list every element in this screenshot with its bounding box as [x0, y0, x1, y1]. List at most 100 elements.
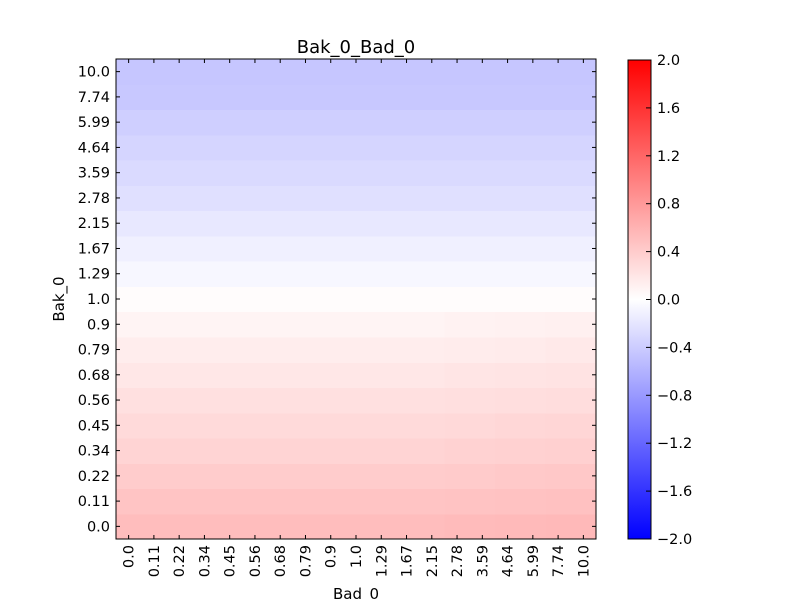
heatmap-cell: [469, 286, 496, 313]
heatmap-cell: [242, 261, 269, 287]
heatmap-cell: [217, 134, 243, 161]
heatmap-cell: [242, 336, 269, 363]
heatmap-cell: [166, 437, 193, 464]
heatmap-cell: [545, 261, 572, 287]
heatmap-cell: [469, 437, 496, 464]
heatmap-cell: [469, 185, 496, 212]
heatmap-cell: [419, 412, 446, 439]
x-tick-label: 0.0: [122, 545, 138, 568]
heatmap-cell: [292, 362, 319, 389]
heatmap-cell: [419, 311, 446, 338]
heatmap-cell: [217, 59, 243, 85]
heatmap-cell: [520, 134, 547, 161]
heatmap-cell: [469, 261, 496, 287]
heatmap-cell: [116, 160, 142, 186]
heatmap-cell: [444, 362, 471, 389]
heatmap-cell: [141, 311, 168, 338]
heatmap-cell: [393, 463, 420, 490]
y-tick-label: 0.22: [78, 469, 110, 485]
x-tick-label: 2.15: [425, 545, 441, 577]
heatmap-cell: [267, 59, 294, 85]
heatmap-cell: [343, 412, 370, 439]
x-axis-label: Bad_0: [333, 585, 379, 600]
heatmap-cell: [520, 235, 547, 262]
colorbar-tick-label: 0.8: [657, 197, 680, 213]
heatmap-cell: [520, 59, 547, 85]
heatmap-cell: [292, 412, 319, 439]
heatmap-cell: [267, 463, 294, 490]
heatmap-cell: [292, 311, 319, 338]
heatmap-cell: [494, 387, 521, 414]
x-tick-label: 2.78: [450, 545, 466, 577]
heatmap-cell: [545, 160, 572, 186]
heatmap-cell: [444, 437, 471, 464]
colorbar-tick-label: 1.6: [657, 101, 680, 117]
heatmap-cell: [368, 463, 395, 490]
heatmap-cell: [545, 59, 572, 85]
heatmap-cell: [494, 463, 521, 490]
y-tick-label: 0.68: [78, 368, 110, 384]
heatmap-cell: [116, 59, 142, 85]
heatmap-cell: [368, 134, 395, 161]
heatmap-cell: [444, 488, 471, 515]
heatmap-cell: [166, 210, 193, 237]
heatmap-cell: [217, 235, 243, 262]
y-tick-label: 0.34: [78, 444, 110, 460]
heatmap-cell: [469, 109, 496, 136]
heatmap-cell: [141, 362, 168, 389]
heatmap-cell: [368, 59, 395, 85]
heatmap-cell: [469, 463, 496, 490]
colorbar-tick-label: −1.6: [657, 484, 692, 500]
heatmap-cell: [343, 59, 370, 85]
heatmap-cell: [116, 412, 142, 439]
heatmap-cell: [191, 160, 218, 186]
heatmap-cell: [520, 488, 547, 515]
heatmap-cell: [343, 311, 370, 338]
heatmap-cell: [419, 488, 446, 515]
heatmap-cell: [116, 488, 142, 515]
heatmap-cell: [520, 210, 547, 237]
y-tick-label: 1.0: [87, 292, 110, 308]
heatmap-cell: [292, 261, 319, 287]
y-tick-label: 5.99: [78, 115, 110, 131]
heatmap-cell: [444, 286, 471, 313]
heatmap-cell: [292, 84, 319, 111]
heatmap-cell: [368, 235, 395, 262]
heatmap-cell: [393, 437, 420, 464]
y-tick-label: 1.29: [78, 267, 110, 283]
heatmap-cell: [444, 336, 471, 363]
x-tick-label: 1.67: [400, 545, 416, 577]
colorbar-tick-label: −0.8: [657, 388, 692, 404]
heatmap-cell: [166, 286, 193, 313]
heatmap-cell: [116, 336, 142, 363]
heatmap-cell: [267, 336, 294, 363]
heatmap-cells: [116, 59, 597, 540]
heatmap-cell: [494, 286, 521, 313]
heatmap-cell: [520, 412, 547, 439]
heatmap-cell: [116, 311, 142, 338]
heatmap-cell: [267, 261, 294, 287]
heatmap-cell: [242, 59, 269, 85]
x-tick-label: 0.68: [273, 545, 289, 577]
heatmap-cell: [191, 235, 218, 262]
heatmap-cell: [368, 488, 395, 515]
heatmap-cell: [494, 160, 521, 186]
heatmap-cell: [242, 311, 269, 338]
y-tick-label: 0.9: [87, 317, 110, 333]
heatmap-cell: [292, 134, 319, 161]
colorbar-tick-label: −2.0: [657, 532, 692, 548]
x-tick-label: 7.74: [551, 545, 567, 577]
heatmap-cell: [267, 362, 294, 389]
heatmap-cell: [343, 463, 370, 490]
heatmap-cell: [292, 387, 319, 414]
colorbar-tick-label: −1.2: [657, 436, 692, 452]
heatmap-cell: [545, 463, 572, 490]
heatmap-cell: [368, 109, 395, 136]
heatmap-cell: [494, 185, 521, 212]
heatmap-cell: [191, 109, 218, 136]
heatmap-cell: [141, 185, 168, 212]
heatmap-cell: [545, 488, 572, 515]
heatmap-cell: [292, 463, 319, 490]
heatmap-cell: [419, 387, 446, 414]
